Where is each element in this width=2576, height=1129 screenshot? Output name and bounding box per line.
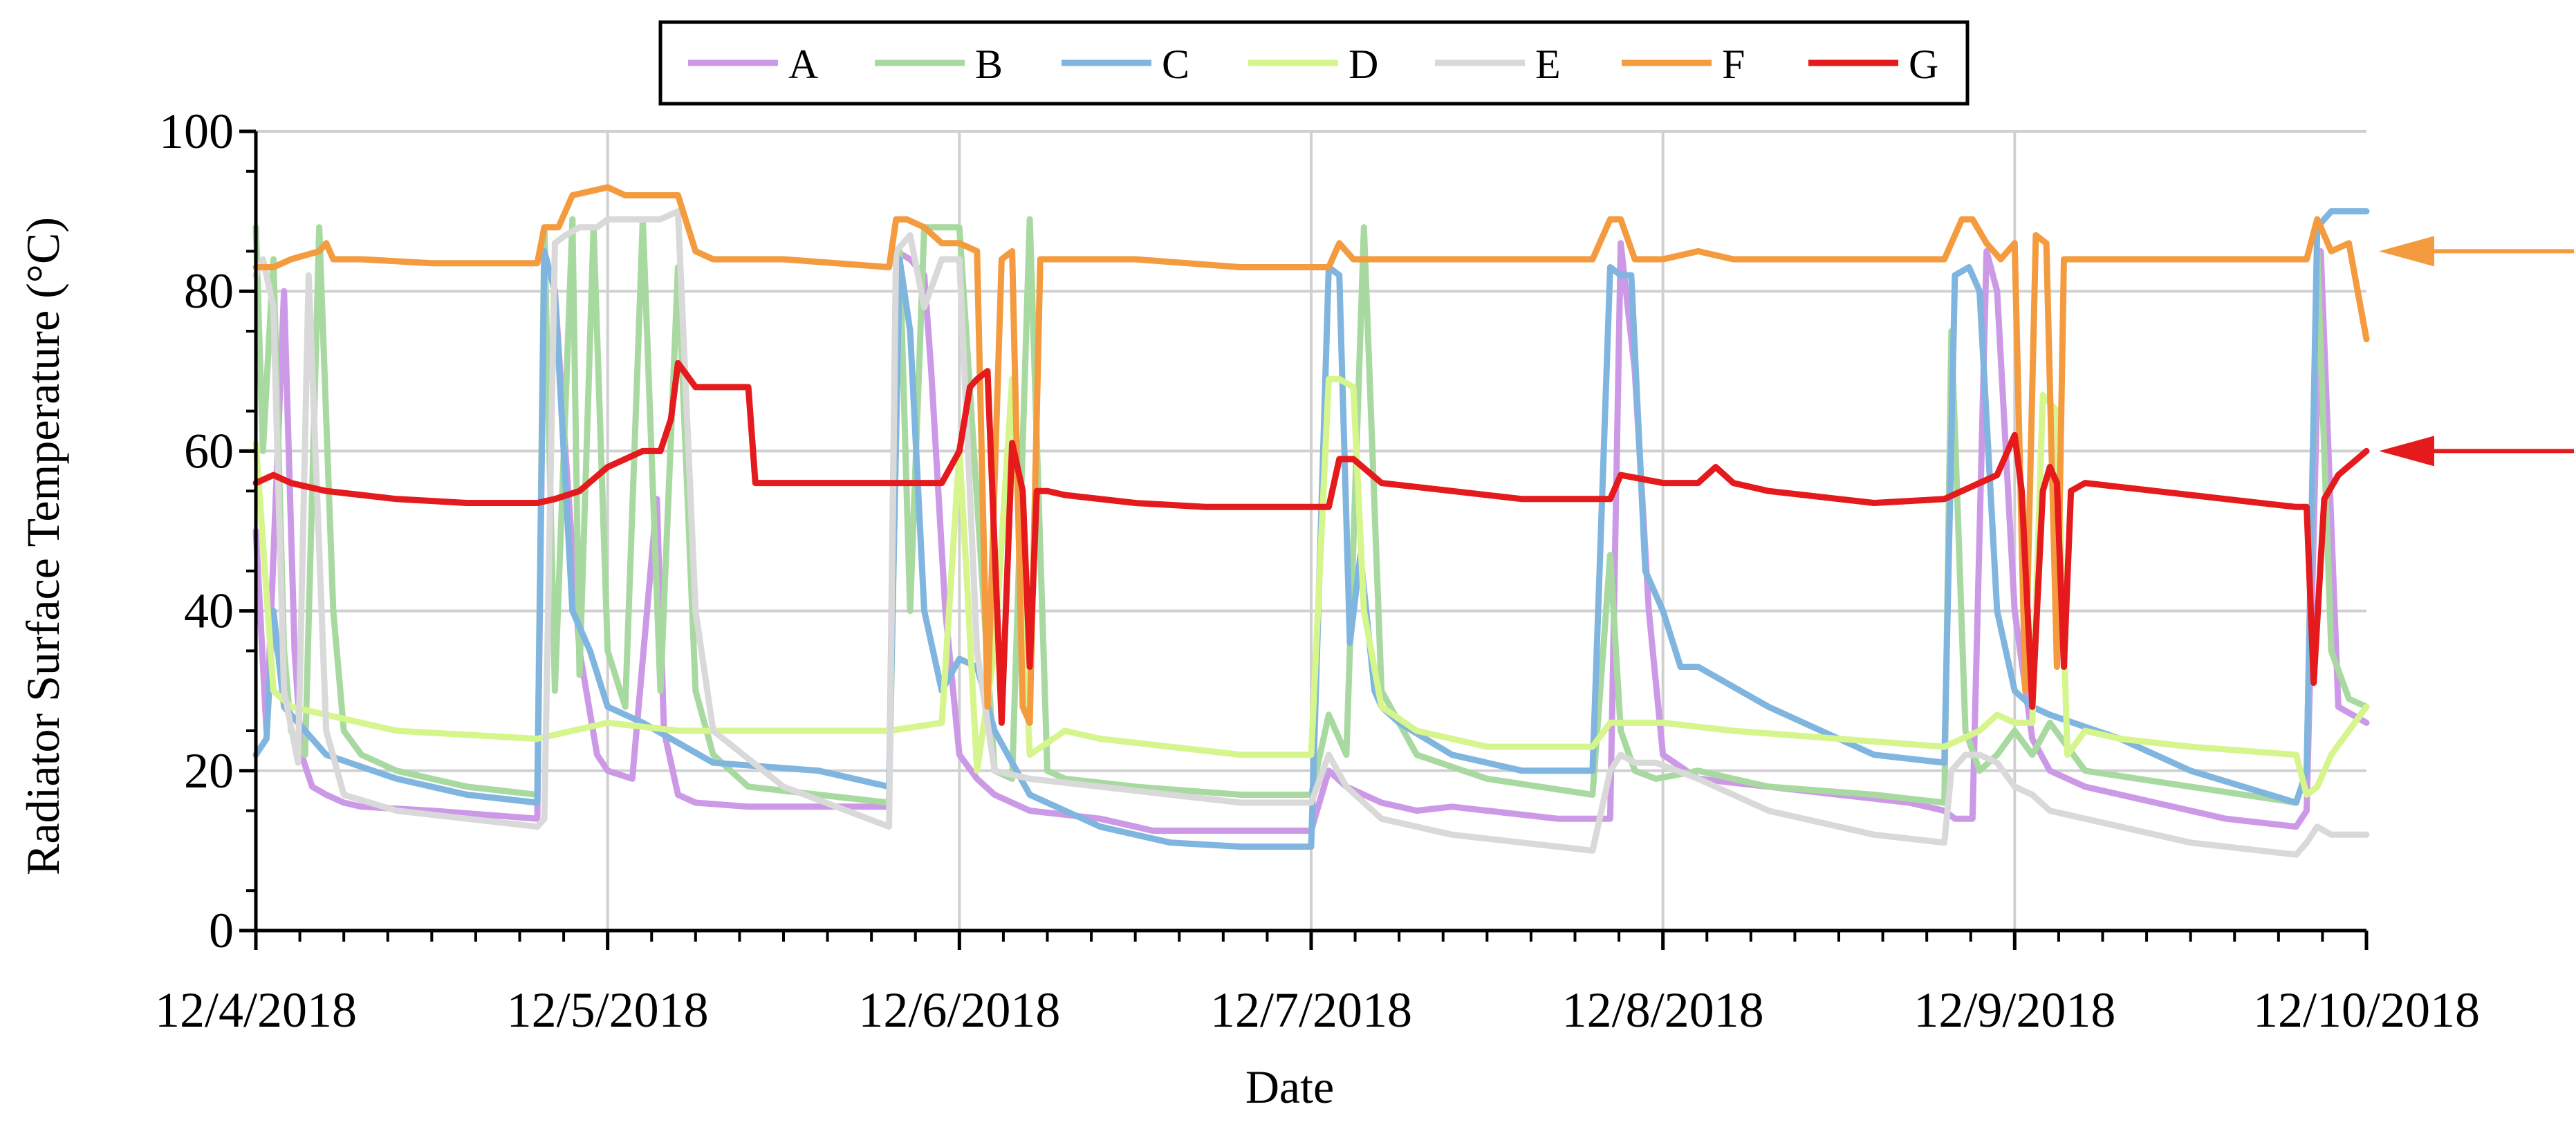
x-tick-label: 12/8/2018: [1562, 982, 1764, 1038]
y-tick-label: 20: [184, 743, 234, 799]
y-tick-label: 80: [184, 263, 234, 319]
y-tick-label: 0: [209, 903, 234, 958]
annotation-arrows: [2379, 236, 2574, 467]
x-tick-label: 12/6/2018: [858, 982, 1060, 1038]
legend-label-c: C: [1162, 41, 1189, 87]
x-axis-title: Date: [1245, 1061, 1334, 1113]
series-line-c: [252, 208, 2370, 850]
y-axis-title: Radiator Surface Temperature (°C): [17, 217, 69, 875]
legend-label-b: B: [975, 41, 1003, 87]
legend-label-d: D: [1349, 41, 1378, 87]
legend-label-f: F: [1722, 41, 1745, 87]
legend-label-a: A: [788, 41, 818, 87]
arrow-head-f: [2379, 236, 2434, 267]
legend-label-g: G: [1909, 41, 1938, 87]
series-lines: [252, 184, 2370, 858]
series-line-b: [252, 216, 2370, 806]
series-line-f: [252, 184, 2370, 726]
arrow-head-g: [2379, 436, 2434, 467]
legend: A B C D E F G: [658, 20, 1970, 106]
x-tick-label: 12/9/2018: [1914, 982, 2115, 1038]
series-line-e: [252, 208, 2370, 858]
legend-label-e: E: [1535, 41, 1561, 87]
y-tick-label: 100: [159, 104, 234, 159]
series-line-g: [252, 360, 2370, 726]
y-tick-label: 40: [184, 584, 234, 639]
x-tick-label: 12/4/2018: [155, 982, 357, 1038]
x-tick-label: 12/5/2018: [507, 982, 709, 1038]
y-tick-label: 60: [184, 423, 234, 478]
axes: 0 20 40 60 80 100 12/4/2018 12/5/2018 12/6/2018 1…: [155, 104, 2480, 1038]
x-tick-label: 12/10/2018: [2253, 982, 2480, 1038]
x-tick-label: 12/7/2018: [1210, 982, 1412, 1038]
